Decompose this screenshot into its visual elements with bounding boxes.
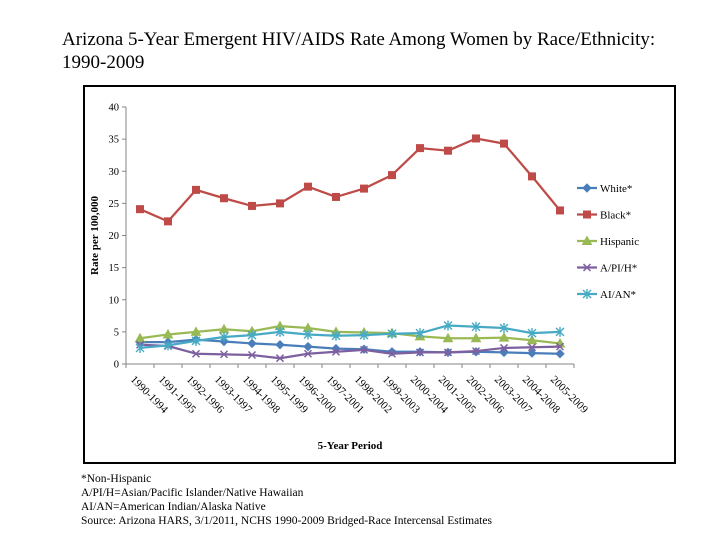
y-tick-label: 0 <box>114 360 119 371</box>
line-chart: 05101520253035401990-19941991-19951992-1… <box>89 103 639 453</box>
series-line-black <box>139 137 561 223</box>
data-point-black <box>416 144 424 153</box>
data-point-ai-an <box>191 335 201 346</box>
data-point-a-pi-h <box>443 348 453 357</box>
data-point-ai-an <box>415 328 425 339</box>
legend-marker-ai-an <box>582 289 592 299</box>
data-point-hispanic <box>470 332 482 343</box>
data-point-hispanic <box>190 326 202 336</box>
legend-label-ai-an: AI/AN* <box>600 289 636 301</box>
legend-label-hispanic: Hispanic <box>600 236 639 248</box>
data-point-hispanic <box>162 328 174 339</box>
data-point-a-pi-h <box>527 343 537 352</box>
data-point-a-pi-h <box>415 348 425 357</box>
data-point-ai-an <box>247 330 257 341</box>
data-point-black <box>332 192 340 201</box>
footnotes: *Non-Hispanic A/PI/H=Asian/Pacific Islan… <box>81 472 701 528</box>
legend-marker-a-pi-h <box>582 263 592 272</box>
y-tick-label: 5 <box>114 327 119 338</box>
data-point-ai-an <box>163 340 173 351</box>
data-point-hispanic <box>498 332 510 342</box>
data-point-ai-an <box>499 323 509 334</box>
data-point-ai-an <box>303 329 313 340</box>
data-point-black <box>360 184 368 193</box>
data-point-a-pi-h <box>359 345 369 354</box>
data-point-black <box>164 217 172 226</box>
y-axis-title: Rate per 100,000 <box>89 196 101 275</box>
y-tick-label: 20 <box>109 231 120 242</box>
y-tick-label: 35 <box>109 135 120 146</box>
footnote-aian-definition: AI/AN=American Indian/Alaska Native <box>81 501 266 513</box>
y-tick-label: 40 <box>109 103 120 114</box>
data-point-ai-an <box>219 332 229 343</box>
series-line-ai-an <box>139 324 561 350</box>
data-point-a-pi-h <box>387 349 397 358</box>
data-point-a-pi-h <box>219 350 229 359</box>
data-point-ai-an <box>359 330 369 341</box>
data-point-black <box>500 139 508 148</box>
data-point-a-pi-h <box>303 349 313 358</box>
legend-label-white: White* <box>600 183 632 195</box>
chart-frame: 0 5 10 15 20 25 30 35 40 1990-1994 1991-1995 1992-1… <box>83 85 676 464</box>
data-point-black <box>304 182 312 191</box>
legend-label-black: Black* <box>600 210 631 222</box>
data-point-ai-an <box>443 320 453 331</box>
data-point-a-pi-h <box>555 342 565 351</box>
legend-marker-white <box>582 183 592 193</box>
legend-marker-black <box>583 210 591 219</box>
y-tick-label: 25 <box>109 199 120 210</box>
data-point-ai-an <box>555 326 565 337</box>
legend-label-a-pi-h: A/PI/H* <box>600 263 637 275</box>
data-point-hispanic <box>526 334 538 345</box>
data-point-ai-an <box>387 328 397 339</box>
data-point-a-pi-h <box>499 343 509 352</box>
data-point-ai-an <box>471 321 481 332</box>
series-line-a-pi-h <box>139 343 561 360</box>
data-point-hispanic <box>442 332 454 343</box>
data-point-black <box>472 134 480 143</box>
legend-marker-hispanic <box>581 235 593 245</box>
data-point-black <box>276 199 284 208</box>
y-tick-label: 15 <box>109 263 120 274</box>
data-point-white <box>499 347 509 358</box>
data-point-black <box>444 146 452 155</box>
footnote-source: Source: Arizona HARS, 3/1/2011, NCHS 199… <box>81 515 492 527</box>
data-point-black <box>388 171 396 180</box>
data-point-black <box>192 185 200 194</box>
data-point-black <box>220 194 228 203</box>
data-point-a-pi-h <box>275 354 285 363</box>
data-point-white <box>555 349 565 359</box>
data-point-white <box>247 338 257 349</box>
footnote-apih-definition: A/PI/H=Asian/Pacific Islander/Native Haw… <box>81 487 304 499</box>
page-title: Arizona 5-Year Emergent HIV/AIDS Rate Am… <box>62 29 656 73</box>
series-line-hispanic <box>139 324 561 345</box>
data-point-ai-an <box>135 342 145 353</box>
data-point-white <box>275 340 285 350</box>
data-point-hispanic <box>134 332 146 343</box>
data-point-ai-an <box>331 330 341 341</box>
data-point-a-pi-h <box>247 350 257 360</box>
data-point-white <box>527 348 537 358</box>
data-point-a-pi-h <box>191 349 201 358</box>
data-point-black <box>136 205 144 214</box>
data-point-black <box>528 172 536 181</box>
y-tick-label: 10 <box>109 295 120 306</box>
footnote-non-hispanic: *Non-Hispanic <box>81 473 152 485</box>
data-point-ai-an <box>275 326 285 337</box>
x-axis-title: 5-Year Period <box>318 440 383 452</box>
data-point-a-pi-h <box>331 347 341 356</box>
data-point-black <box>556 206 564 215</box>
data-point-white <box>303 341 313 352</box>
data-point-ai-an <box>527 328 537 339</box>
data-point-black <box>248 201 256 210</box>
series-line-white <box>140 338 561 355</box>
y-tick-label: 30 <box>109 167 120 178</box>
data-point-a-pi-h <box>471 347 481 356</box>
